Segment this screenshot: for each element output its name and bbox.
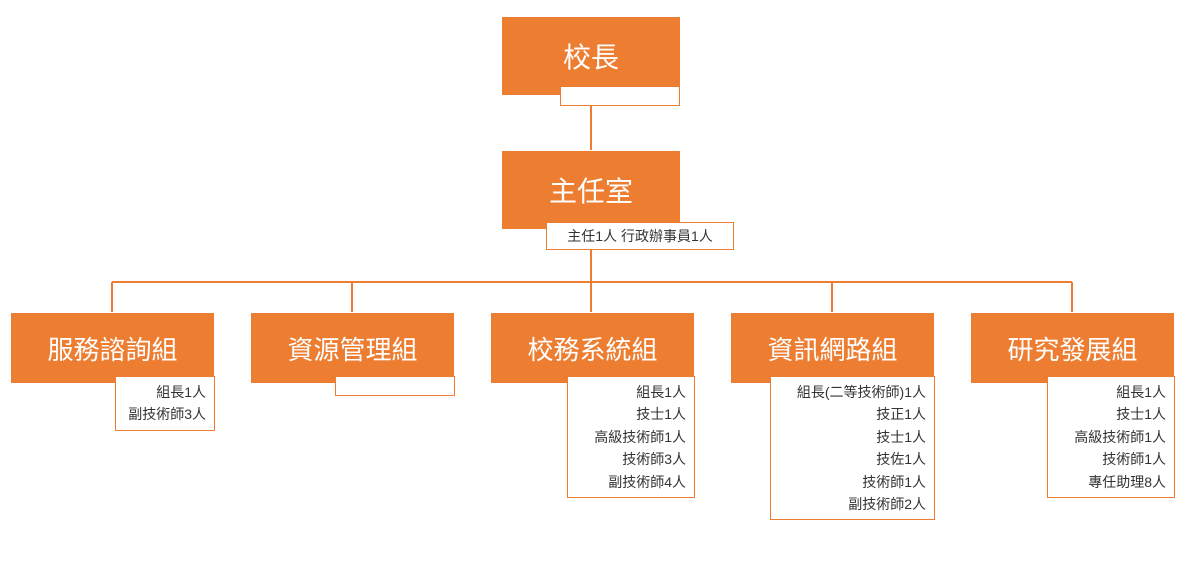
detail-director-text: 主任1人 行政辦事員1人: [567, 228, 712, 244]
detail-line: 副技術師2人: [779, 493, 926, 515]
detail-line: 技士1人: [1056, 403, 1166, 425]
node-group-3: 資訊網路組: [730, 312, 935, 384]
detail-group-4: 組長1人 技士1人 高級技術師1人 技術師1人 專任助理8人: [1047, 376, 1175, 498]
node-group-2-label: 校務系統組: [527, 330, 657, 367]
detail-line: 組長1人: [1056, 381, 1166, 403]
detail-line: 副技術師4人: [576, 471, 686, 493]
node-principal: 校長: [501, 16, 681, 96]
detail-line: 技術師1人: [1056, 448, 1166, 470]
detail-principal: [560, 86, 680, 106]
node-principal-label: 校長: [563, 36, 619, 76]
node-group-1: 資源管理組: [250, 312, 455, 384]
detail-line: 組長1人: [124, 381, 206, 403]
detail-line: 技術師1人: [779, 471, 926, 493]
node-director: 主任室: [501, 150, 681, 230]
node-group-3-label: 資訊網路組: [767, 330, 897, 367]
detail-line: 技士1人: [779, 426, 926, 448]
detail-line: 技術師3人: [576, 448, 686, 470]
detail-line: 副技術師3人: [124, 403, 206, 425]
node-director-label: 主任室: [549, 170, 633, 210]
detail-line: 高級技術師1人: [576, 426, 686, 448]
detail-line: 組長1人: [576, 381, 686, 403]
detail-group-3: 組長(二等技術師)1人 技正1人 技士1人 技佐1人 技術師1人 副技術師2人: [770, 376, 935, 520]
detail-line: 技正1人: [779, 403, 926, 425]
detail-group-1: [335, 376, 455, 396]
detail-line: 專任助理8人: [1056, 471, 1166, 493]
node-group-2: 校務系統組: [490, 312, 695, 384]
detail-group-2: 組長1人 技士1人 高級技術師1人 技術師3人 副技術師4人: [567, 376, 695, 498]
detail-line: 高級技術師1人: [1056, 426, 1166, 448]
node-group-1-label: 資源管理組: [287, 330, 417, 367]
node-group-0-label: 服務諮詢組: [47, 330, 177, 367]
detail-line: 技佐1人: [779, 448, 926, 470]
node-group-0: 服務諮詢組: [10, 312, 215, 384]
detail-line: 組長(二等技術師)1人: [779, 381, 926, 403]
node-group-4: 研究發展組: [970, 312, 1175, 384]
detail-line: 技士1人: [576, 403, 686, 425]
node-group-4-label: 研究發展組: [1007, 330, 1137, 367]
detail-group-0: 組長1人 副技術師3人: [115, 376, 215, 431]
detail-director: 主任1人 行政辦事員1人: [546, 222, 734, 250]
